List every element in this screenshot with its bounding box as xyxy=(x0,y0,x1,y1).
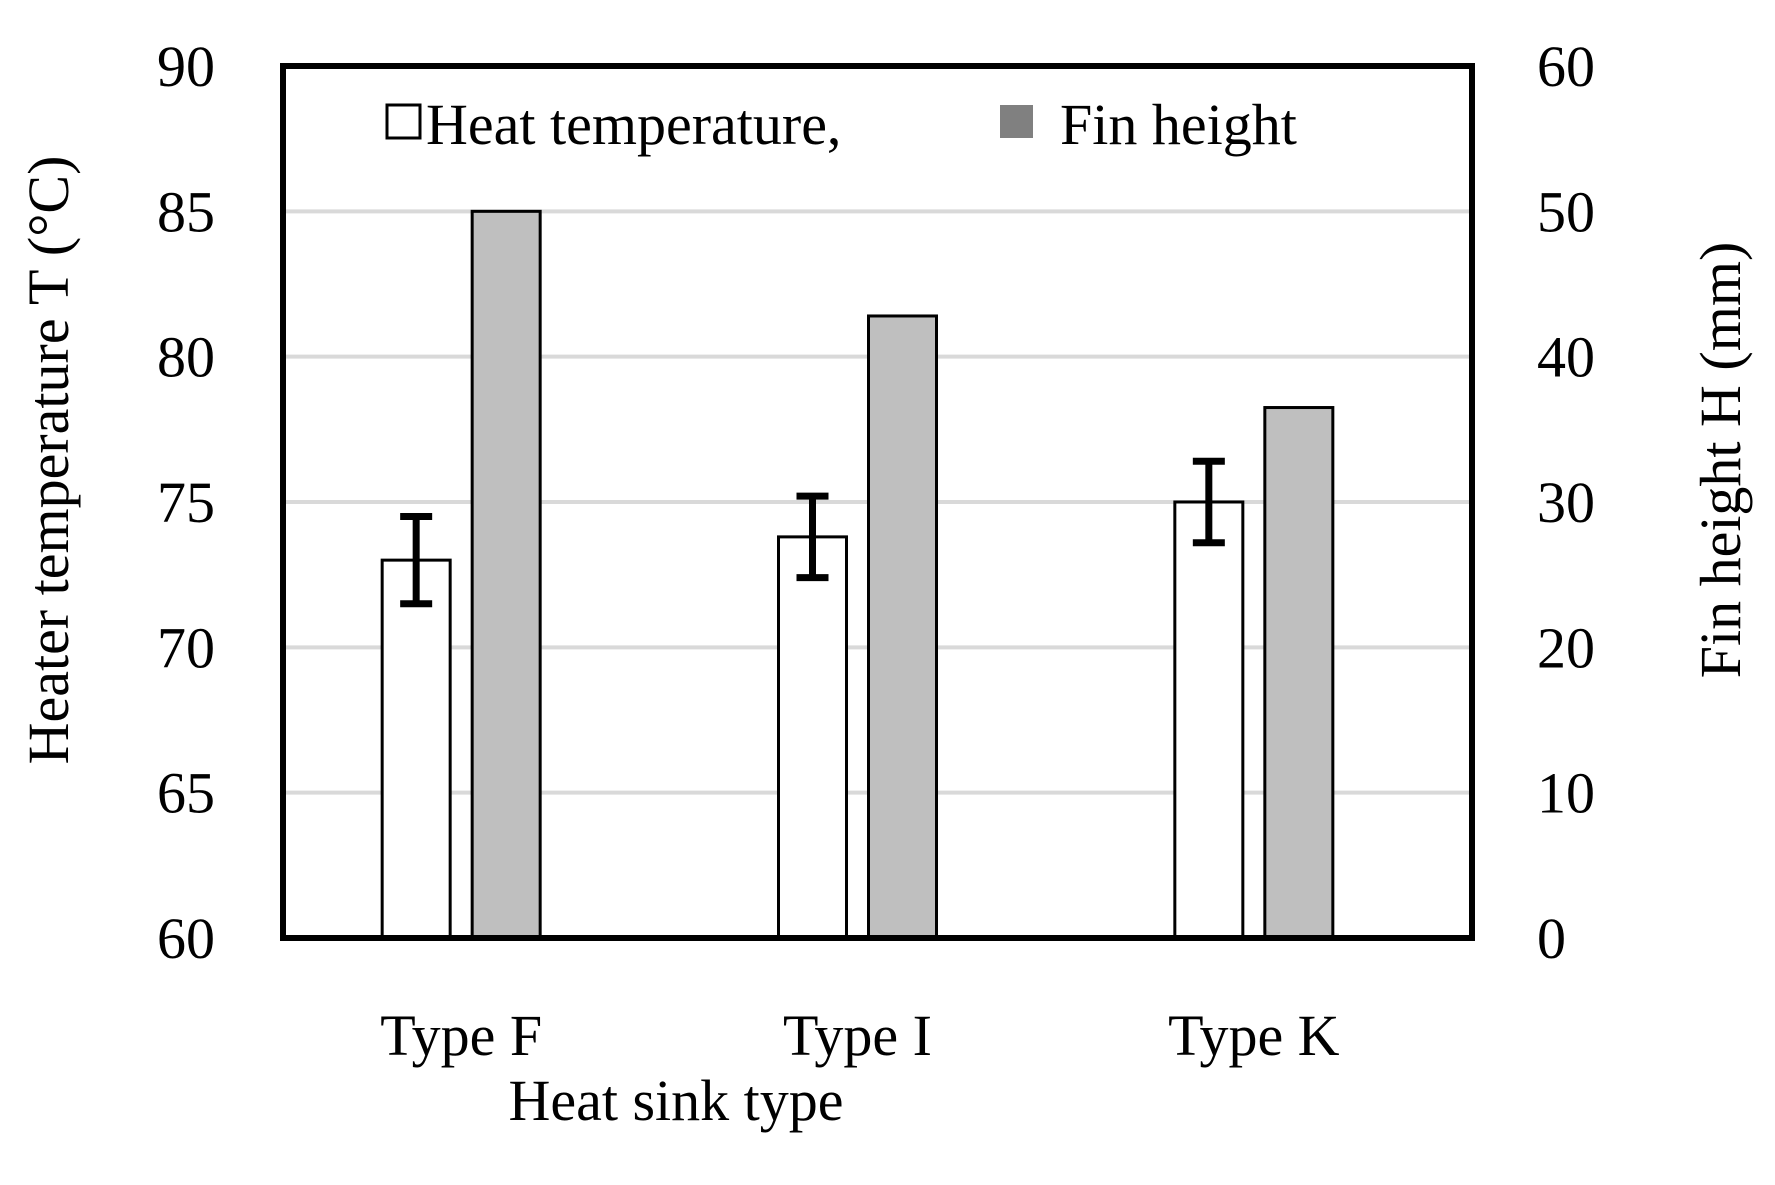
y-tick-label: 85 xyxy=(157,179,215,244)
bars xyxy=(380,209,1335,940)
bar-heat-temperature xyxy=(380,558,452,940)
y2-tick-label: 20 xyxy=(1537,615,1595,680)
y-tick-label: 90 xyxy=(157,34,215,99)
legend-label-heat-temperature: Heat temperature, xyxy=(426,92,841,157)
x-category-label: Type K xyxy=(1168,1003,1340,1068)
y-tick-label: 80 xyxy=(157,325,215,390)
y2-tick-label: 50 xyxy=(1537,179,1595,244)
y2-axis-ticks: 0 10 20 30 40 50 60 xyxy=(1537,34,1595,971)
bar-fin-height xyxy=(470,209,542,940)
legend-swatch-fin-height xyxy=(1000,105,1033,138)
x-axis-label: Heat sink type xyxy=(508,1068,843,1133)
bar-heat-temperature xyxy=(777,535,848,940)
y-axis-label: Heater temperature T (°C) xyxy=(16,156,81,765)
x-category-label: Type I xyxy=(783,1003,932,1068)
y2-tick-label: 0 xyxy=(1537,906,1566,971)
legend: Heat temperature, Fin height xyxy=(385,92,1297,157)
y-tick-label: 75 xyxy=(157,470,215,535)
y2-tick-label: 10 xyxy=(1537,761,1595,826)
bar-fin-height xyxy=(1263,406,1335,940)
bar-fin-height xyxy=(867,314,938,940)
y-tick-label: 70 xyxy=(157,615,215,680)
plot-frame xyxy=(280,63,1475,941)
bar-heat-temperature xyxy=(1173,500,1245,940)
legend-label-fin-height: Fin height xyxy=(1060,92,1297,157)
y2-tick-label: 30 xyxy=(1537,470,1595,535)
y2-axis-label: Fin height H (mm) xyxy=(1688,242,1753,679)
legend-swatch-heat-temperature xyxy=(385,103,422,140)
error-bars xyxy=(400,457,1225,608)
x-axis-categories: Type F Type I Type K xyxy=(380,1003,1339,1068)
y-tick-label: 65 xyxy=(157,761,215,826)
y2-tick-label: 40 xyxy=(1537,325,1595,390)
y-tick-label: 60 xyxy=(157,906,215,971)
y-axis-ticks: 60 65 70 75 80 85 90 xyxy=(157,34,215,971)
y2-tick-label: 60 xyxy=(1537,34,1595,99)
x-category-label: Type F xyxy=(380,1003,542,1068)
